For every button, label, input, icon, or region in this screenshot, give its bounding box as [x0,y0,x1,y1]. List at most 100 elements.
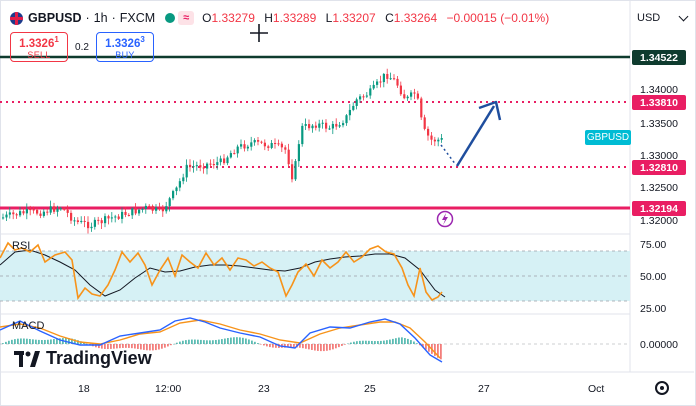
macd-bar [239,337,241,344]
candle-body [416,93,419,99]
macd-bar [329,344,331,351]
macd-bar [248,339,250,344]
currency-dropdown[interactable]: USD [633,8,691,28]
macd-bar [113,344,115,349]
symbol-name[interactable]: GBPUSD [28,11,82,25]
candle-body [12,212,15,215]
candle-body [284,147,287,150]
macd-bar [32,339,34,344]
candle-body [229,153,232,158]
macd-bar [377,341,379,344]
macd-bar [206,340,208,344]
candles [2,68,443,234]
macd-bar [59,338,61,344]
candle-body [291,164,294,180]
rsi-axis-label: 50.00 [640,271,667,283]
macd-bar [197,339,199,344]
candle-body [22,211,25,214]
candle-body [328,128,331,130]
rsi-ma-line [0,249,446,298]
macd-bar [326,344,328,351]
macd-bar [440,344,442,360]
macd-bar [437,344,439,358]
candle-body [209,163,212,165]
macd-bar [263,344,265,346]
sell-button[interactable]: 1.33261 SELL [10,32,68,62]
price-axis-label: 1.34000 [640,84,678,96]
macd-bar [86,343,88,345]
gear-icon[interactable] [655,381,669,395]
macd-bar [413,341,415,344]
candle-body [73,220,76,222]
macd-histogram [2,337,442,360]
candle-body [185,164,188,178]
candle-body [212,164,215,166]
macd-bar [227,338,229,344]
lightning-icon[interactable] [436,210,454,228]
macd-bar [161,344,163,349]
macd-bar [38,339,40,344]
price-tag-dotted-top: 1.33810 [632,95,686,110]
candle-body [138,209,141,214]
macd-bar [380,340,382,344]
candle-body [121,211,124,219]
macd-bar [344,344,346,345]
macd-bar [155,344,157,351]
candle-body [134,208,137,214]
candle-body [243,144,246,149]
ohlc-readout: O1.33279 H1.33289 L1.33207 C1.33264 −0.0… [202,11,550,25]
candle-body [399,85,402,95]
macd-bar [26,338,28,344]
macd-bar [122,344,124,348]
candle-body [277,143,280,145]
macd-bar [182,340,184,344]
macd-bar [365,340,367,344]
candle-body [396,78,399,86]
tradingview-logo: TradingView [14,348,152,369]
price-axis-label: 1.32000 [640,215,678,227]
gbp-usd-flag-icon [10,11,23,25]
macd-bar [203,340,205,344]
candle-body [369,88,372,96]
candle-body [314,125,317,128]
candle-body [257,140,260,142]
market-open-icon [165,13,176,23]
rsi-label[interactable]: RSI [12,240,31,252]
macd-bar [176,342,178,344]
ohlc-low: 1.33207 [332,11,376,25]
candle-body [87,221,90,229]
candle-body [274,142,277,144]
candle-body [83,220,86,222]
macd-bar [230,337,232,344]
macd-label[interactable]: MACD [12,320,45,332]
candle-body [182,177,185,182]
macd-bar [272,344,274,348]
macd-bar [224,338,226,344]
candle-body [308,124,311,129]
macd-bar [20,338,22,344]
timeframe[interactable]: 1h [93,11,108,25]
projection-arrow[interactable] [455,100,502,167]
candle-body [206,163,209,169]
macd-bar [44,339,46,344]
candle-body [110,217,113,219]
candle-body [199,165,202,168]
candle-body [250,142,253,147]
macd-bar [410,340,412,344]
ohlc-high: 1.33289 [272,11,317,25]
macd-bar [170,344,172,346]
macd-bar [416,343,418,344]
candle-body [15,214,18,216]
buy-button[interactable]: 1.33263 BUY [96,32,154,62]
candle-body [104,216,107,224]
market-status[interactable]: ≈ [165,11,195,25]
macd-bar [422,344,424,348]
candle-body [32,209,35,211]
candle-body [131,208,134,216]
price-axis-label: 1.33000 [640,150,678,162]
candle-body [440,138,443,140]
macd-bar [389,339,391,344]
sep-dot: · [111,11,116,25]
macd-bar [68,338,70,344]
